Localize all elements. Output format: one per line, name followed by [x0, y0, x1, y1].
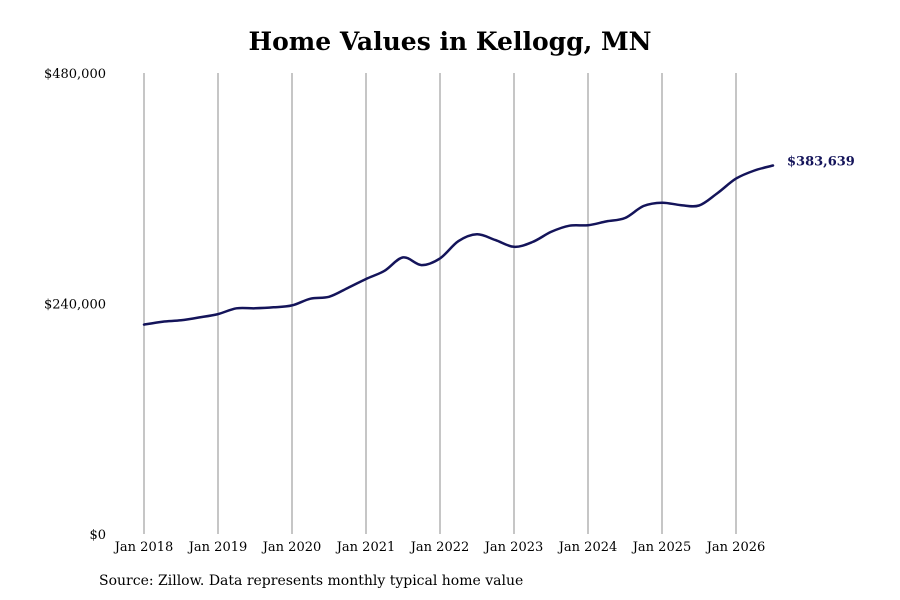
y-tick-label: $0	[89, 528, 106, 543]
x-tick-label: Jan 2022	[409, 540, 470, 555]
x-tick-label: Jan 2026	[705, 540, 766, 555]
x-tick-label: Jan 2019	[187, 540, 248, 555]
series-lines	[142, 164, 775, 326]
data-labels: $383,639	[787, 155, 855, 170]
chart-title: Home Values in Kellogg, MN	[248, 27, 652, 56]
x-axis-ticks: Jan 2018 Jan 2019 Jan 2020 Jan 2021 Jan 2022…	[113, 540, 766, 555]
x-tick-label: Jan 2025	[631, 540, 692, 555]
y-tick-label: $480,000	[44, 67, 106, 82]
last-value-label: $383,639	[787, 155, 855, 170]
vertical-grid	[143, 73, 737, 534]
x-tick-label: Jan 2024	[557, 540, 618, 555]
x-tick-label: Jan 2018	[113, 540, 174, 555]
y-axis-ticks: $0 $240,000 $480,000	[44, 67, 106, 543]
y-tick-label: $240,000	[44, 298, 106, 313]
x-tick-label: Jan 2023	[483, 540, 544, 555]
series-line	[142, 164, 775, 326]
x-tick-label: Jan 2021	[335, 540, 396, 555]
x-tick-label: Jan 2020	[261, 540, 322, 555]
source-note: Source: Zillow. Data represents monthly …	[99, 573, 524, 589]
